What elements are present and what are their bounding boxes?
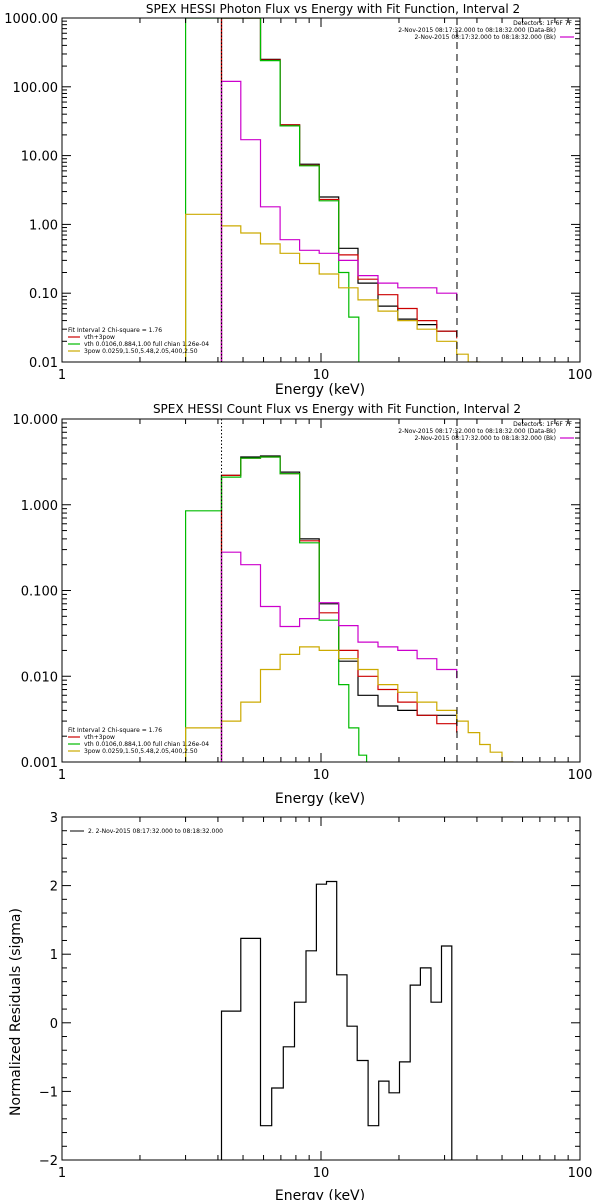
count-flux-detectors-label: Detectors: 1F 6F 7F [513,421,572,428]
residuals-legend-text: 2. 2-Nov-2015 08:17:32.000 to 08:18:32.0… [88,828,223,835]
count-flux-chart-title: SPEX HESSI Count Flux vs Energy with Fit… [153,402,521,416]
count-flux-fit-legend-text: vth 0.0106,0.884,1.00 full chian 1.26e-0… [84,741,209,748]
residuals-x-tick-label: 1 [58,1166,66,1181]
count-flux-y-tick-label: 0.010 [21,670,58,685]
photon-flux-data-layer [185,18,481,362]
photon-flux-x-tick-label: 10 [313,368,330,383]
residuals-series-residual [220,880,453,1160]
photon-flux-plot: 1 10 100 0.01 0.10 1.00 10.00 100.00 1000.00 Dete… [4,12,592,383]
residuals-data-layer [220,880,453,1160]
residuals-y-tick-label: −1 [39,1085,58,1100]
residuals-x-tick-label: 100 [568,1166,593,1181]
residuals-y-axis-label: Normalized Residuals (sigma) [8,908,24,1116]
count-flux-x-tick-label: 100 [568,768,593,783]
photon-flux-header-legend-text: 2-Nov-2015 08:17:32.000 to 08:18:32.000 … [414,34,556,41]
residuals-y-tick-label: 2 [50,880,58,895]
residuals-y-tick-label: 3 [50,811,58,826]
count-flux-data-layer [185,419,514,762]
residuals-y-tick-label: 1 [50,948,58,963]
count-flux-x-tick-label: 1 [58,768,66,783]
count-flux-header-legend-text: 2-Nov-2015 08:17:32.000 to 08:18:32.000 … [414,435,556,442]
photon-flux-fit-legend-header: Fit Interval 2 Chi-square = 1.76 [68,327,162,334]
count-flux-y-tick-label: 0.100 [21,585,58,600]
photon-flux-fit-legend-text: vth+3pow [84,334,115,341]
count-flux-plot: 1 10 100 0.001 0.010 0.100 1.000 10.000 Detector… [13,413,593,783]
photon-flux-y-tick-label: 1.00 [29,218,58,233]
count-flux-fit-legend-text: 3pow 0.0259,1.50,5.48,2.05,400,2.50 [84,748,198,755]
residuals-y-tick-label: 0 [50,1017,58,1032]
count-flux-fit-legend-text: vth+3pow [84,734,115,741]
photon-flux-y-tick-label: 1000.00 [4,12,58,27]
photon-flux-fit-legend-text: vth 0.0106,0.884,1.00 full chian 1.26e-0… [84,341,209,348]
count-flux-x-tick-label: 10 [313,768,330,783]
count-flux-x-axis-label: Energy (keV) [275,791,365,807]
photon-flux-series-vth [185,18,360,362]
photon-flux-detectors-label: Detectors: 1F 6F 7F [513,20,572,27]
residuals-x-tick-label: 10 [313,1166,330,1181]
count-flux-series-vth [185,456,368,762]
photon-flux-y-tick-label: 0.01 [29,356,58,371]
count-flux-y-tick-label: 10.000 [13,413,59,428]
photon-flux-header-legend-text: 2-Nov-2015 08:17:32.000 to 08:18:32.000 … [398,27,556,34]
photon-flux-y-tick-label: 10.00 [21,150,58,165]
photon-flux-series-3pow [185,213,481,362]
photon-flux-x-tick-label: 1 [58,368,66,383]
count-flux-header-legend-text: 2-Nov-2015 08:17:32.000 to 08:18:32.000 … [398,428,556,435]
count-flux-y-tick-label: 0.001 [21,756,58,771]
count-flux-series-bk [220,551,458,762]
photon-flux-y-tick-label: 100.00 [13,81,59,96]
photon-flux-fit-legend-text: 3pow 0.0259,1.50,5.48,2.05,400,2.50 [84,348,198,355]
photon-flux-series-bk [220,80,458,362]
residuals-x-axis-label: Energy (keV) [275,1188,365,1200]
photon-flux-x-tick-label: 100 [568,368,593,383]
residuals-plot: 1 10 100 −2 −1 0 1 2 3 2. 2-Nov-2015 08:17:32.000… [39,811,593,1181]
residuals-y-tick-label: −2 [39,1154,58,1169]
photon-flux-x-axis-label: Energy (keV) [275,382,365,398]
photon-flux-y-tick-label: 0.10 [29,287,58,302]
count-flux-fit-legend-header: Fit Interval 2 Chi-square = 1.76 [68,727,162,734]
count-flux-series-3pow [185,646,514,762]
photon-flux-chart-title: SPEX HESSI Photon Flux vs Energy with Fi… [146,2,520,16]
count-flux-y-tick-label: 1.000 [21,499,58,514]
